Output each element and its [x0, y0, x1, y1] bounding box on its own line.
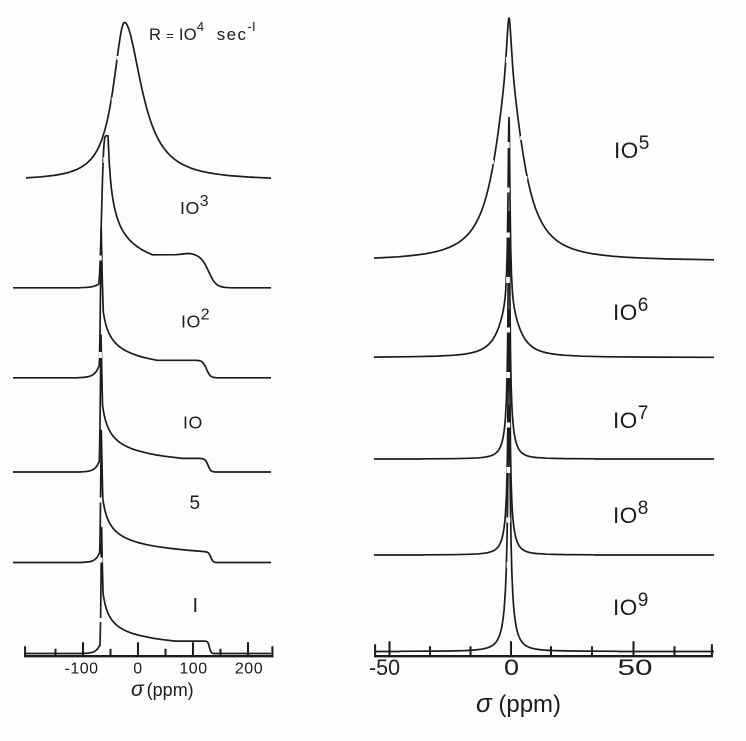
svg-text:-100: -100 [64, 661, 98, 678]
svg-text:-50: -50 [369, 655, 400, 680]
svg-text:σ(ppm): σ (ppm) [131, 678, 194, 701]
svg-text:0: 0 [133, 661, 142, 678]
svg-text:5: 5 [189, 493, 200, 514]
svg-text:0: 0 [504, 655, 519, 680]
svg-text:IO: IO [183, 413, 203, 433]
svg-text:200: 200 [235, 661, 263, 678]
svg-text:I: I [192, 595, 198, 617]
svg-text:100: 100 [179, 661, 207, 678]
svg-text:50: 50 [618, 655, 653, 680]
svg-text:σ (ppm): σ (ppm) [476, 688, 561, 718]
